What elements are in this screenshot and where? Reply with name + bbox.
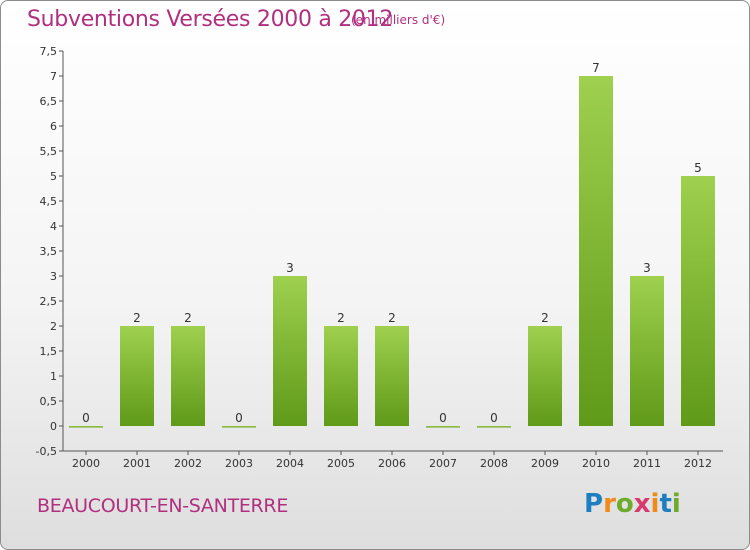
bar: [426, 426, 460, 428]
bar: [630, 276, 664, 426]
y-tick-label: 4,5: [40, 195, 58, 208]
y-tick-label: 3: [50, 270, 57, 283]
logo-letter: r: [603, 489, 616, 519]
x-tick-label: 2005: [327, 457, 355, 470]
bar: [222, 426, 256, 428]
bar: [171, 326, 205, 426]
y-tick-label: 5: [50, 170, 57, 183]
y-tick-label: 3,5: [40, 245, 58, 258]
bar: [324, 326, 358, 426]
x-tick-label: 2012: [684, 457, 712, 470]
data-label: 5: [694, 161, 702, 175]
data-label: 3: [286, 261, 294, 275]
data-label: 2: [541, 311, 549, 325]
data-label: 2: [133, 311, 141, 325]
bar: [375, 326, 409, 426]
x-tick-label: 2009: [531, 457, 559, 470]
bar: [477, 426, 511, 428]
data-label: 0: [490, 411, 498, 425]
proxiti-logo[interactable]: Proxiti: [584, 489, 681, 519]
x-tick-label: 2006: [378, 457, 406, 470]
data-label: 2: [337, 311, 345, 325]
y-tick-label: 0: [50, 420, 57, 433]
data-label: 2: [388, 311, 396, 325]
logo-letter: i: [650, 489, 660, 519]
chart-axes: -0,500,511,522,533,544,555,566,577,52000…: [36, 45, 723, 470]
bar: [579, 76, 613, 426]
commune-name: BEAUCOURT-EN-SANTERRE: [37, 495, 289, 517]
data-label: 2: [184, 311, 192, 325]
y-tick-label: 7: [50, 70, 57, 83]
y-tick-label: 6: [50, 120, 57, 133]
x-tick-label: 2004: [276, 457, 304, 470]
y-tick-label: 7,5: [40, 45, 58, 58]
x-tick-label: 2010: [582, 457, 610, 470]
x-tick-label: 2000: [72, 457, 100, 470]
chart-bars: 0 2 2 0 3 2 2 0 0 2 7 3 5: [69, 61, 715, 428]
y-tick-label: 5,5: [40, 145, 58, 158]
logo-letter: P: [584, 489, 604, 519]
chart-subtitle: (en milliers d'€): [351, 13, 446, 27]
x-tick-label: 2001: [123, 457, 151, 470]
y-tick-label: -0,5: [36, 445, 57, 458]
logo-letter: x: [633, 489, 651, 519]
x-tick-label: 2011: [633, 457, 661, 470]
bar: [273, 276, 307, 426]
x-tick-label: 2002: [174, 457, 202, 470]
x-tick-label: 2008: [480, 457, 508, 470]
bar: [69, 426, 103, 428]
data-label: 3: [643, 261, 651, 275]
y-tick-label: 1,5: [40, 345, 58, 358]
y-tick-label: 2,5: [40, 295, 58, 308]
y-tick-label: 1: [50, 370, 57, 383]
chart-title: Subventions Versées 2000 à 2012: [27, 7, 394, 32]
logo-letter: i: [671, 489, 681, 519]
data-label: 0: [235, 411, 243, 425]
data-label: 7: [592, 61, 600, 75]
data-label: 0: [439, 411, 447, 425]
bar: [528, 326, 562, 426]
bar: [120, 326, 154, 426]
y-tick-label: 6,5: [40, 95, 58, 108]
y-tick-label: 4: [50, 220, 57, 233]
y-tick-label: 2: [50, 320, 57, 333]
x-tick-label: 2007: [429, 457, 457, 470]
logo-letter: t: [659, 489, 672, 519]
logo-letter: o: [615, 489, 634, 519]
data-label: 0: [82, 411, 90, 425]
bar: [681, 176, 715, 426]
y-tick-label: 0,5: [40, 395, 58, 408]
x-tick-label: 2003: [225, 457, 253, 470]
